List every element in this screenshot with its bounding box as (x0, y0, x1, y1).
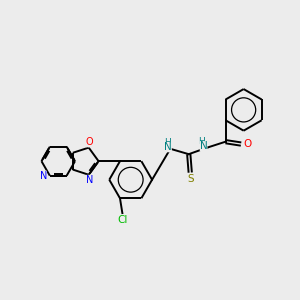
Text: S: S (187, 174, 194, 184)
Text: N: N (40, 171, 47, 181)
Text: O: O (85, 137, 93, 147)
Text: N: N (200, 141, 208, 151)
Text: O: O (244, 139, 252, 149)
Text: H: H (164, 138, 171, 147)
Text: Cl: Cl (117, 215, 128, 225)
Text: H: H (199, 136, 205, 146)
Text: N: N (164, 142, 172, 152)
Text: N: N (86, 175, 94, 185)
